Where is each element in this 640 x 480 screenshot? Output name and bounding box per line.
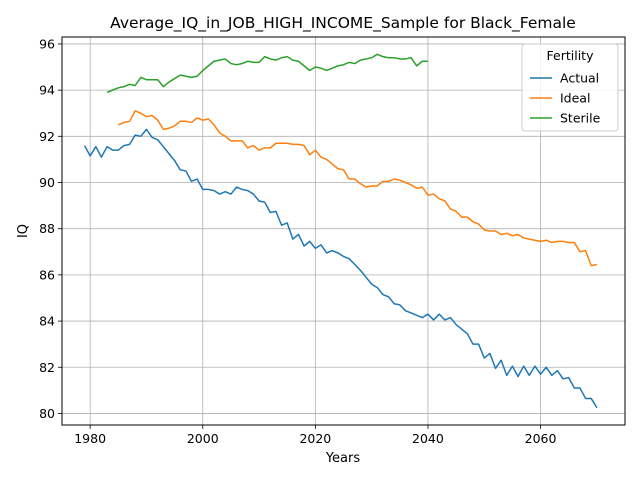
x-tick-label: 2060: [525, 431, 557, 446]
series-line-ideal: [118, 110, 598, 267]
series-layer: [83, 53, 598, 409]
tick-layer: 1980 2000 2020 2040 2060 80 82 84 86 88 90 92 94 96: [39, 36, 556, 446]
y-tick-label: 80: [39, 406, 55, 421]
legend-title: Fertility: [547, 48, 595, 63]
legend-entries: Actual Ideal Sterile: [530, 71, 601, 126]
grid-layer: [62, 37, 625, 425]
x-axis-label: Years: [325, 451, 361, 466]
x-tick-label: 1980: [74, 431, 106, 446]
x-tick-label: 2040: [412, 431, 444, 446]
series-line-actual: [83, 128, 598, 409]
x-tick-label: 2000: [187, 431, 219, 446]
plot-frame: [61, 36, 626, 426]
y-tick-label: 84: [39, 314, 55, 329]
legend-box: [521, 43, 619, 132]
y-tick-label: 88: [39, 221, 55, 236]
x-tick-label: 2020: [299, 431, 331, 446]
legend: Fertility Actual Ideal Sterile: [521, 43, 619, 132]
y-tick-label: 82: [39, 360, 55, 375]
legend-label-ideal: Ideal: [560, 91, 590, 106]
y-tick-label: 86: [39, 267, 55, 282]
series-line-sterile: [106, 53, 428, 94]
y-tick-label: 96: [39, 36, 55, 51]
y-tick-label: 92: [39, 129, 55, 144]
legend-label-actual: Actual: [560, 71, 599, 86]
y-axis-label: IQ: [16, 224, 31, 238]
chart-title: Average_IQ_in_JOB_HIGH_INCOME_Sample for…: [110, 14, 576, 33]
y-tick-label: 90: [39, 175, 55, 190]
y-tick-label: 94: [39, 83, 55, 98]
legend-label-sterile: Sterile: [560, 111, 601, 126]
